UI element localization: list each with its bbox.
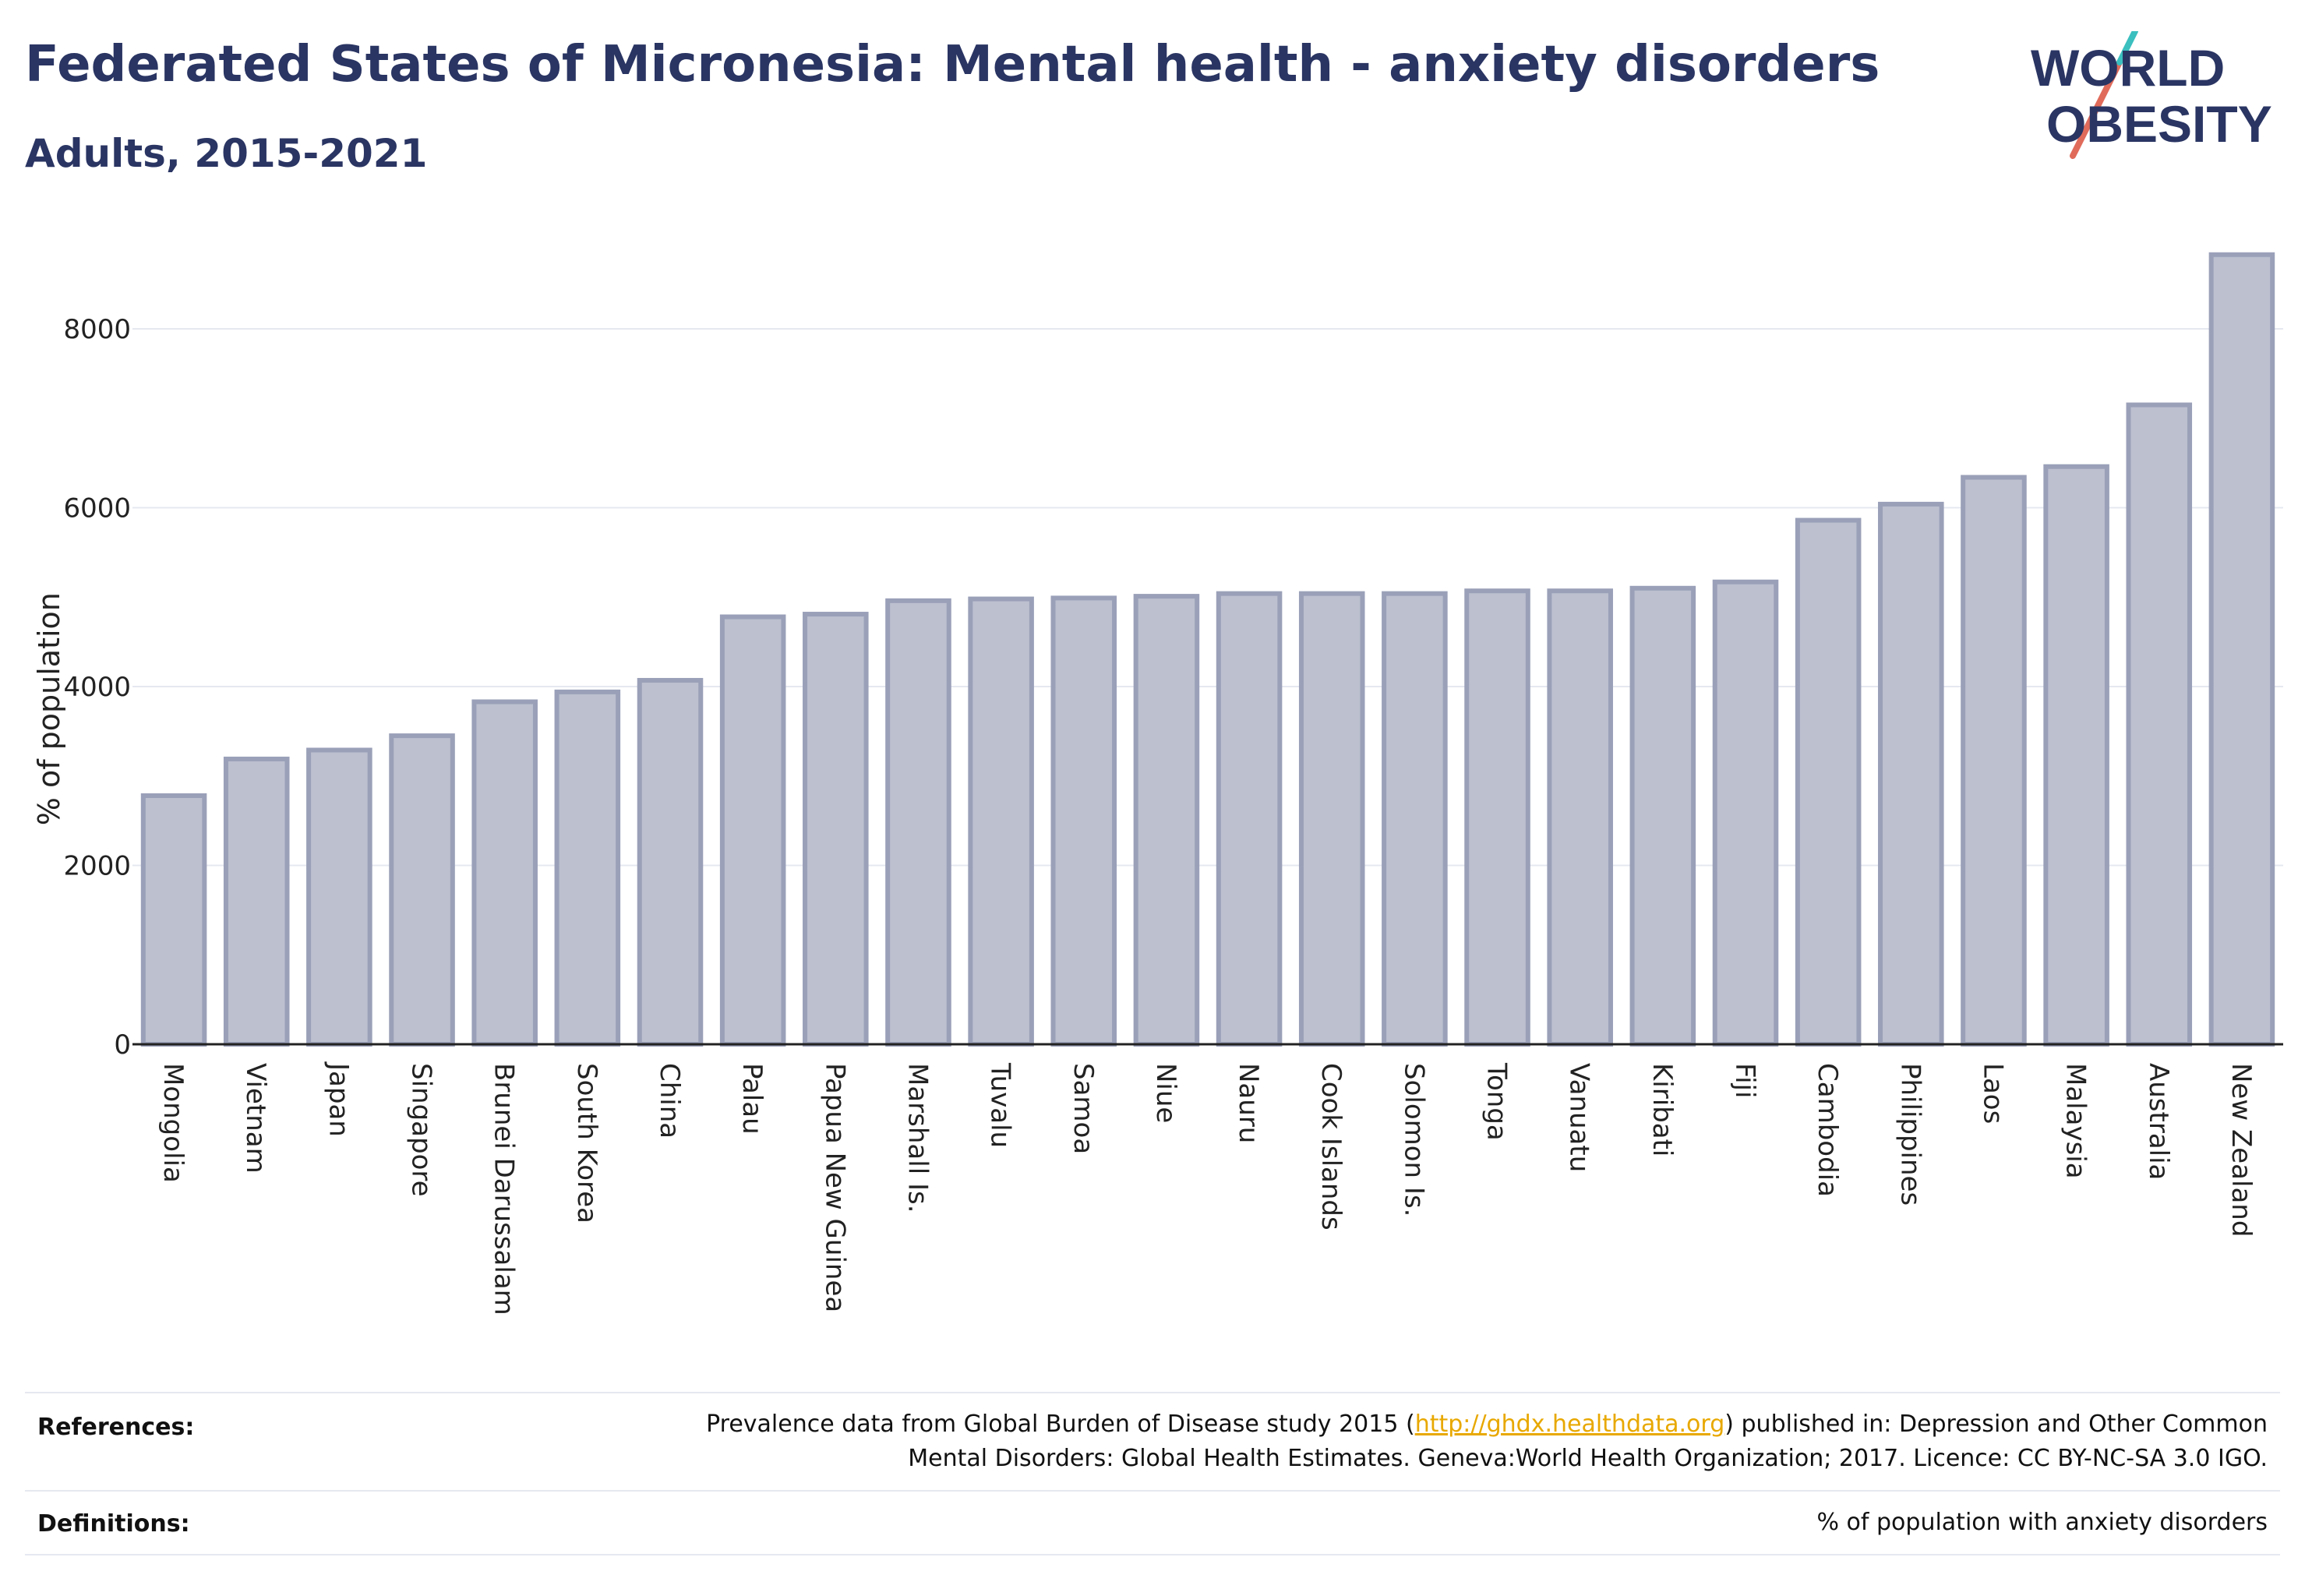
y-tick-label: 8000 [63,314,131,345]
bar [885,598,951,1047]
chart-subtitle: Adults, 2015-2021 [25,131,428,176]
world-obesity-logo: WORLD OBESITY [2031,31,2272,159]
y-tick-label: 0 [114,1029,131,1061]
x-tick-label: Vanuatu [1564,1063,1595,1172]
logo-line2: OBESITY [2046,95,2272,153]
references-line2: Mental Disorders: Global Health Estimate… [908,1445,2268,1472]
x-tick-label: Samoa [1068,1063,1099,1154]
bar [1216,591,1283,1047]
bar [1878,501,1944,1047]
bar [1464,588,1530,1047]
bar [2126,402,2193,1047]
x-tick-label: Cook Islands [1315,1063,1347,1231]
axis-labels: 0 2000 4000 6000 8000 Mongolia Vietnam Japan Sin… [32,314,2257,1315]
x-tick-label: Tuvalu [985,1062,1016,1148]
x-tick-label: China [654,1063,685,1139]
x-tick-label: Brunei Darussalam [489,1063,520,1315]
x-tick-label: Singapore [406,1063,437,1197]
chart-title: Federated States of Micronesia: Mental h… [25,36,1880,94]
definitions-text: % of population with anxiety disorders [1816,1509,2268,1536]
x-tick-label: Philippines [1894,1063,1926,1206]
bar [719,614,786,1047]
x-tick-label: Malaysia [2060,1063,2091,1179]
references-link[interactable]: http://ghdx.healthdata.org [1414,1411,1725,1438]
bar [1629,585,1696,1047]
bar [637,677,704,1047]
references-text-after: ) published in: Depression and Other Com… [1724,1411,2268,1438]
bar [1382,591,1448,1047]
x-tick-label: Cambodia [1812,1063,1843,1197]
definitions-label: Definitions: [37,1510,190,1538]
bar [554,689,621,1047]
logo-line1: WORLD [2031,39,2225,97]
divider-bottom [25,1554,2280,1555]
bar [1961,475,2027,1047]
x-tick-label: New Zealand [2226,1063,2257,1237]
grid-lines [132,328,2283,867]
bar [1298,591,1365,1047]
definitions-row: Definitions: % of population with anxiet… [25,1490,2280,1552]
references-row: References: Prevalence data from Global … [25,1392,2280,1490]
x-tick-label: South Korea [571,1063,602,1223]
bar [803,612,869,1047]
y-tick-label: 6000 [63,493,131,524]
bar-chart: 0 2000 4000 6000 8000 Mongolia Vietnam Japan Sin… [32,252,2283,1315]
bar [471,699,538,1047]
y-axis-label: % of population [32,592,66,825]
x-tick-label: Mongolia [157,1063,189,1183]
bar [2208,252,2275,1047]
x-tick-label: Palau [736,1063,768,1135]
references-label: References: [37,1414,195,1441]
references-text-before: Prevalence data from Global Burden of Di… [706,1411,1415,1438]
bar [140,793,207,1047]
x-tick-label: Fiji [1729,1063,1760,1098]
bar [1795,517,1862,1047]
bar [389,733,455,1047]
x-tick-label: Niue [1150,1063,1181,1123]
y-tick-label: 2000 [63,851,131,882]
x-tick-label: Papua New Guinea [819,1063,850,1312]
bar [1133,594,1200,1047]
bar [2043,464,2109,1047]
references-text: Prevalence data from Global Burden of Di… [706,1407,2268,1476]
y-tick-label: 4000 [63,672,131,703]
x-tick-label: Nauru [1233,1063,1264,1143]
x-tick-label: Kiribati [1647,1063,1678,1156]
bars [140,252,2275,1047]
bar [1712,579,1779,1047]
x-tick-label: Solomon Is. [1398,1063,1429,1216]
bar [306,747,372,1047]
bar [1050,595,1117,1047]
x-tick-label: Vietnam [240,1063,271,1174]
bar [968,596,1034,1047]
bar [1547,588,1613,1047]
x-tick-label: Laos [1977,1063,2008,1124]
x-tick-label: Japan [323,1061,354,1137]
x-tick-label: Marshall Is. [902,1063,933,1213]
x-tick-label: Tonga [1481,1062,1513,1141]
divider-middle [25,1490,2280,1492]
divider-top [25,1392,2280,1393]
bar [223,756,290,1047]
x-tick-label: Australia [2143,1063,2174,1180]
